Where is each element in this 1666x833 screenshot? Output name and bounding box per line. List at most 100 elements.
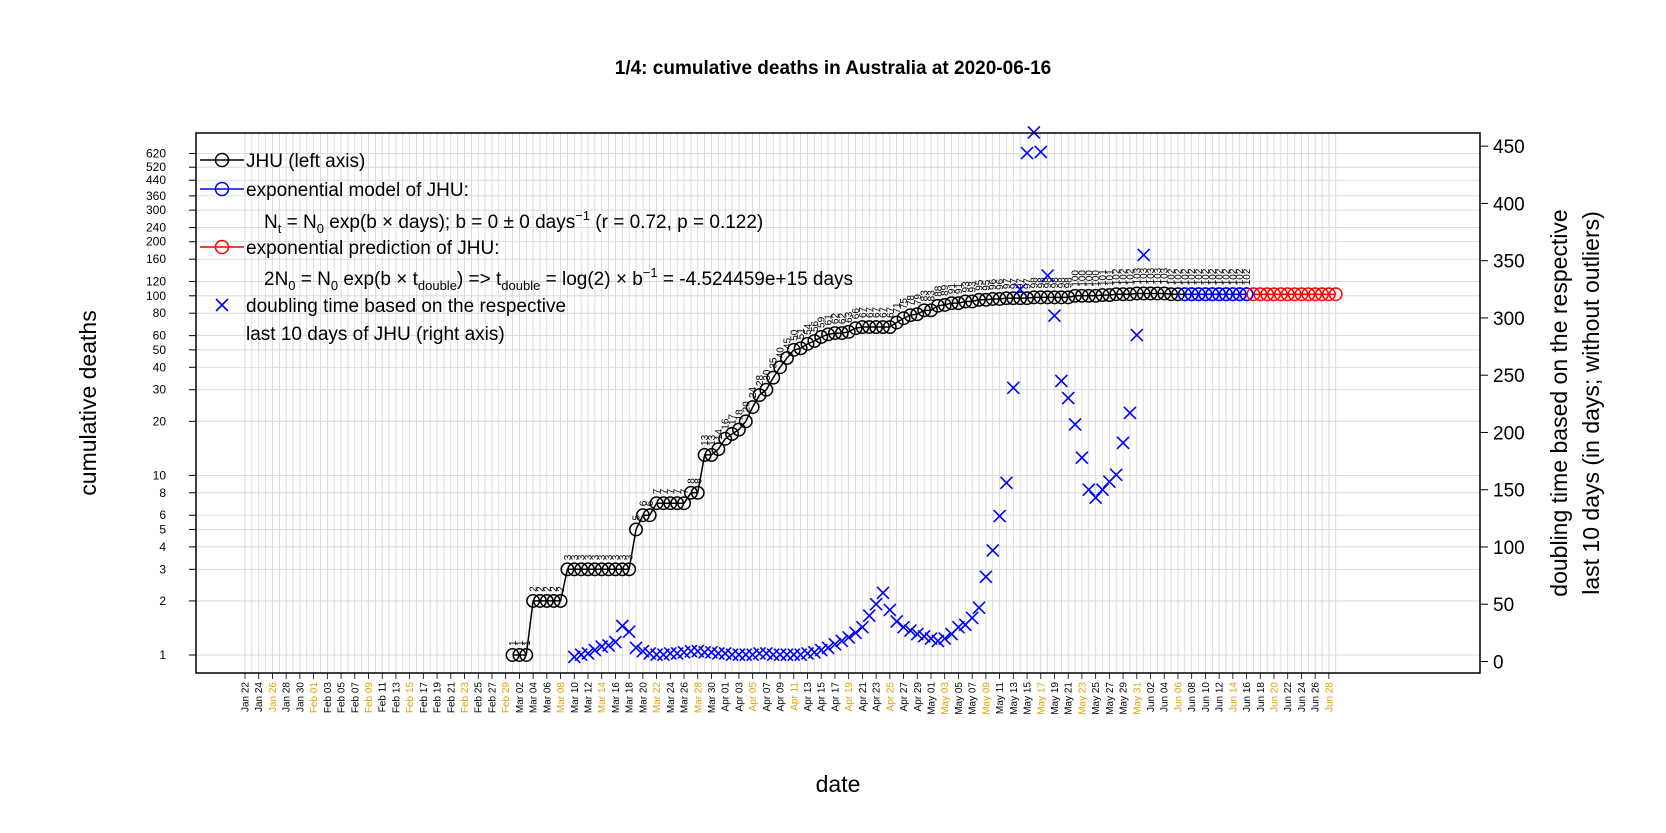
point-doubling-time bbox=[608, 635, 623, 649]
point-prediction bbox=[1246, 287, 1261, 302]
x-tick-label: Apr 13 bbox=[803, 682, 814, 712]
point-model bbox=[1232, 287, 1247, 302]
cross-stroke bbox=[1034, 145, 1048, 159]
point-model bbox=[1225, 287, 1240, 302]
data-label-jhu: 98 bbox=[1043, 277, 1054, 289]
x-tick-label: Jan 26 bbox=[268, 682, 279, 712]
cross-stroke bbox=[615, 619, 629, 633]
data-label-jhu: 102 bbox=[1112, 268, 1123, 285]
left-tick-label: 50 bbox=[153, 343, 167, 357]
x-tick-label: Feb 09 bbox=[364, 682, 375, 714]
x-tick-label: Jan 28 bbox=[282, 682, 293, 712]
point-jhu bbox=[958, 294, 973, 309]
x-tick-label: Apr 29 bbox=[913, 682, 924, 712]
point-doubling-time bbox=[869, 597, 883, 611]
cross-stroke bbox=[993, 509, 1007, 523]
cross-stroke bbox=[766, 648, 780, 662]
chart-title: 1/4: cumulative deaths in Australia at 2… bbox=[615, 58, 1051, 79]
point-jhu bbox=[896, 311, 911, 326]
point-jhu bbox=[718, 431, 733, 446]
x-tick-label: May 01 bbox=[927, 682, 938, 715]
legend-prediction-marker bbox=[214, 239, 230, 255]
point-doubling-time bbox=[766, 648, 780, 662]
cross-stroke bbox=[903, 624, 917, 638]
point-jhu bbox=[773, 360, 788, 375]
data-label-jhu: 3 bbox=[570, 554, 581, 560]
data-label-jhu: 63 bbox=[844, 311, 855, 323]
point-prediction bbox=[1328, 287, 1343, 302]
point-doubling-time bbox=[711, 646, 725, 661]
data-label-jhu: 3 bbox=[584, 554, 595, 560]
data-label-jhu: 59 bbox=[817, 316, 828, 328]
data-label-jhu: 100 bbox=[1071, 270, 1082, 287]
left-tick-label: 160 bbox=[146, 252, 166, 266]
point-model bbox=[1219, 287, 1233, 302]
point-doubling-time bbox=[581, 646, 595, 661]
point-doubling-time bbox=[602, 638, 616, 653]
x-tick-label: May 09 bbox=[981, 682, 992, 715]
point-jhu bbox=[629, 522, 643, 537]
point-doubling-time bbox=[732, 648, 746, 662]
data-label-jhu: 3 bbox=[563, 554, 574, 560]
data-label-jhu: 102 bbox=[1242, 268, 1253, 285]
point-model bbox=[1205, 287, 1220, 302]
point-doubling-time bbox=[1116, 436, 1130, 450]
x-tick-label: Feb 07 bbox=[350, 682, 361, 714]
point-jhu bbox=[1150, 286, 1165, 301]
x-tick-labels: Jan 22 Jan 24 Jan 26 Jan 28 Jan 30 Feb 01 Feb … bbox=[241, 673, 1335, 715]
point-jhu bbox=[656, 496, 671, 511]
point-jhu bbox=[869, 320, 884, 334]
cross-stroke bbox=[629, 641, 643, 655]
data-label-jhu: 3 bbox=[604, 554, 615, 560]
point-doubling-time bbox=[1109, 468, 1123, 482]
y-axis-title-right-line1: doubling time based on the respective bbox=[1546, 209, 1572, 596]
point-doubling-time bbox=[1089, 491, 1103, 505]
cross-stroke bbox=[1020, 146, 1034, 160]
data-label-jhu: 2 bbox=[529, 586, 540, 592]
legend-prediction-label: exponential prediction of JHU: bbox=[246, 238, 499, 259]
cross-stroke bbox=[1095, 483, 1110, 497]
point-jhu bbox=[546, 593, 561, 608]
point-doubling-time bbox=[938, 632, 952, 646]
point-jhu bbox=[1116, 287, 1131, 302]
data-label-jhu: 1 bbox=[522, 640, 533, 646]
point-jhu bbox=[670, 496, 685, 511]
data-label-jhu: 35 bbox=[769, 357, 780, 369]
right-tick-label: 150 bbox=[1493, 481, 1525, 502]
x-tick-label: Apr 01 bbox=[721, 682, 732, 712]
point-doubling-time bbox=[1047, 309, 1062, 323]
right-tick-label: 400 bbox=[1493, 194, 1525, 215]
point-jhu bbox=[683, 485, 698, 500]
data-label-jhu: 13 bbox=[707, 434, 718, 446]
data-label-jhu: 102 bbox=[1125, 268, 1136, 285]
cross-stroke bbox=[883, 603, 897, 617]
point-prediction bbox=[1260, 287, 1275, 302]
point-doubling-time bbox=[993, 509, 1007, 523]
cross-stroke bbox=[986, 543, 1000, 557]
cross-stroke bbox=[999, 476, 1014, 490]
x-tick-label: Jun 12 bbox=[1215, 682, 1226, 712]
point-jhu bbox=[807, 334, 822, 348]
cross-stroke bbox=[931, 634, 945, 648]
data-label-jhu: 95 bbox=[975, 279, 986, 291]
cross-stroke bbox=[1082, 483, 1096, 497]
x-tick-label: May 23 bbox=[1077, 682, 1088, 715]
data-label-jhu: 101 bbox=[1098, 269, 1109, 286]
point-jhu bbox=[862, 320, 877, 334]
point-jhu bbox=[622, 562, 637, 577]
point-jhu bbox=[1068, 288, 1083, 303]
cross-stroke bbox=[1068, 417, 1082, 432]
x-tick-label: May 29 bbox=[1119, 682, 1130, 715]
x-tick-label: Apr 25 bbox=[885, 682, 896, 712]
point-model bbox=[1212, 287, 1227, 302]
cross-stroke bbox=[869, 597, 883, 611]
point-jhu bbox=[1143, 286, 1158, 301]
point-jhu bbox=[855, 320, 870, 334]
right-tick-label: 350 bbox=[1493, 252, 1525, 273]
data-label-jhu: 16 bbox=[721, 418, 732, 430]
right-tick-label: 0 bbox=[1493, 653, 1504, 674]
point-doubling-time bbox=[1013, 282, 1027, 296]
data-label-jhu: 1 bbox=[508, 640, 519, 646]
point-doubling-time bbox=[807, 645, 821, 659]
